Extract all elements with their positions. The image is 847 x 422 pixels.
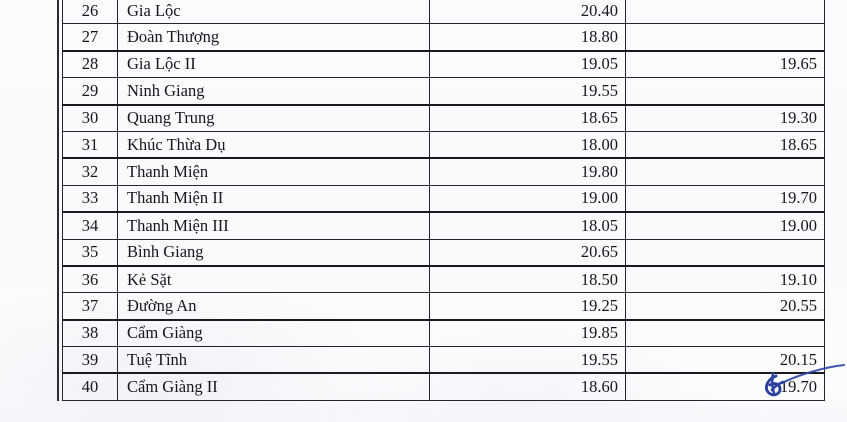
data-table: 26 Gia Lộc 20.40 27 Đoàn Thượng 18.80 28 Gia Lộ… [62,0,825,401]
cell-value1: 20.40 [429,0,626,25]
cell-name: Gia Lộc II [117,49,430,79]
cell-value2 [625,23,825,52]
table-row: 27 Đoàn Thượng 18.80 [62,23,825,52]
cell-index: 35 [62,238,118,267]
cell-value2 [625,157,825,186]
cell-value1: 18.65 [429,103,626,132]
cell-value2: 19.10 [625,264,825,294]
table-row: 36 Kẻ Sặt 18.50 19.10 [62,264,825,294]
cell-name: Cẩm Giàng II [117,372,430,401]
cell-value1: 19.05 [429,49,626,79]
cell-name: Thanh Miện [117,157,430,186]
cell-value1: 18.80 [429,23,626,52]
table-row: 35 Bình Giang 20.65 [62,238,825,267]
cell-name: Cẩm Giàng [117,318,430,348]
cell-name: Đoàn Thượng [117,23,430,52]
cell-name: Khúc Thừa Dụ [117,130,430,159]
cell-index: 29 [62,77,118,106]
cell-value2 [625,0,825,25]
table-row: 32 Thanh Miện 19.80 [62,157,825,186]
cell-index: 26 [62,0,118,25]
cell-value1: 18.00 [429,130,626,159]
table-row: 26 Gia Lộc 20.40 [62,0,825,25]
cell-index: 27 [62,23,118,52]
cell-value2 [625,238,825,267]
cell-value1: 18.50 [429,264,626,294]
cell-value1: 19.00 [429,184,626,213]
cell-value2: 19.30 [625,103,825,132]
cell-name: Thanh Miện II [117,184,430,213]
table-row: 39 Tuệ Tĩnh 19.55 20.15 [62,346,825,374]
cell-value2: 19.70 [625,184,825,213]
table-row: 33 Thanh Miện II 19.00 19.70 [62,184,825,213]
table-body: 26 Gia Lộc 20.40 27 Đoàn Thượng 18.80 28 Gia Lộ… [62,0,825,401]
table-row: 30 Quang Trung 18.65 19.30 [62,103,825,132]
cell-name: Tuệ Tĩnh [117,346,430,374]
cell-value1: 18.05 [429,211,626,240]
cell-index: 28 [62,49,118,79]
table-row: 29 Ninh Giang 19.55 [62,77,825,106]
cell-name: Quang Trung [117,103,430,132]
cell-name: Ninh Giang [117,77,430,106]
cell-value2: 20.15 [625,346,825,374]
cell-value2: 18.65 [625,130,825,159]
cell-name: Đường An [117,292,430,321]
cell-name: Gia Lộc [117,0,430,25]
table-row: 38 Cẩm Giàng 19.85 [62,318,825,348]
cell-index: 34 [62,211,118,240]
cell-value1: 18.60 [429,372,626,401]
table-row: 34 Thanh Miện III 18.05 19.00 [62,211,825,240]
cell-value1: 19.85 [429,318,626,348]
cell-index: 37 [62,292,118,321]
cell-index: 32 [62,157,118,186]
cell-index: 40 [62,372,118,401]
cell-value2 [625,318,825,348]
cell-index: 39 [62,346,118,374]
cell-index: 36 [62,264,118,294]
table-row: 40 Cẩm Giàng II 18.60 19.70 [62,372,825,401]
cell-name: Thanh Miện III [117,211,430,240]
cell-index: 30 [62,103,118,132]
table-container: 26 Gia Lộc 20.40 27 Đoàn Thượng 18.80 28 Gia Lộ… [57,0,825,401]
cell-value2: 19.00 [625,211,825,240]
table-row: 31 Khúc Thừa Dụ 18.00 18.65 [62,130,825,159]
cell-name: Bình Giang [117,238,430,267]
cell-value1: 19.55 [429,346,626,374]
cell-index: 31 [62,130,118,159]
cell-value2: 19.65 [625,49,825,79]
cell-value2 [625,77,825,106]
table-row: 28 Gia Lộc II 19.05 19.65 [62,49,825,79]
cell-name: Kẻ Sặt [117,264,430,294]
cell-value1: 19.55 [429,77,626,106]
cell-value1: 19.80 [429,157,626,186]
cell-value1: 19.25 [429,292,626,321]
cell-value2: 20.55 [625,292,825,321]
cell-index: 33 [62,184,118,213]
cell-index: 38 [62,318,118,348]
cell-value1: 20.65 [429,238,626,267]
table-row: 37 Đường An 19.25 20.55 [62,292,825,321]
cell-value2: 19.70 [625,372,825,401]
